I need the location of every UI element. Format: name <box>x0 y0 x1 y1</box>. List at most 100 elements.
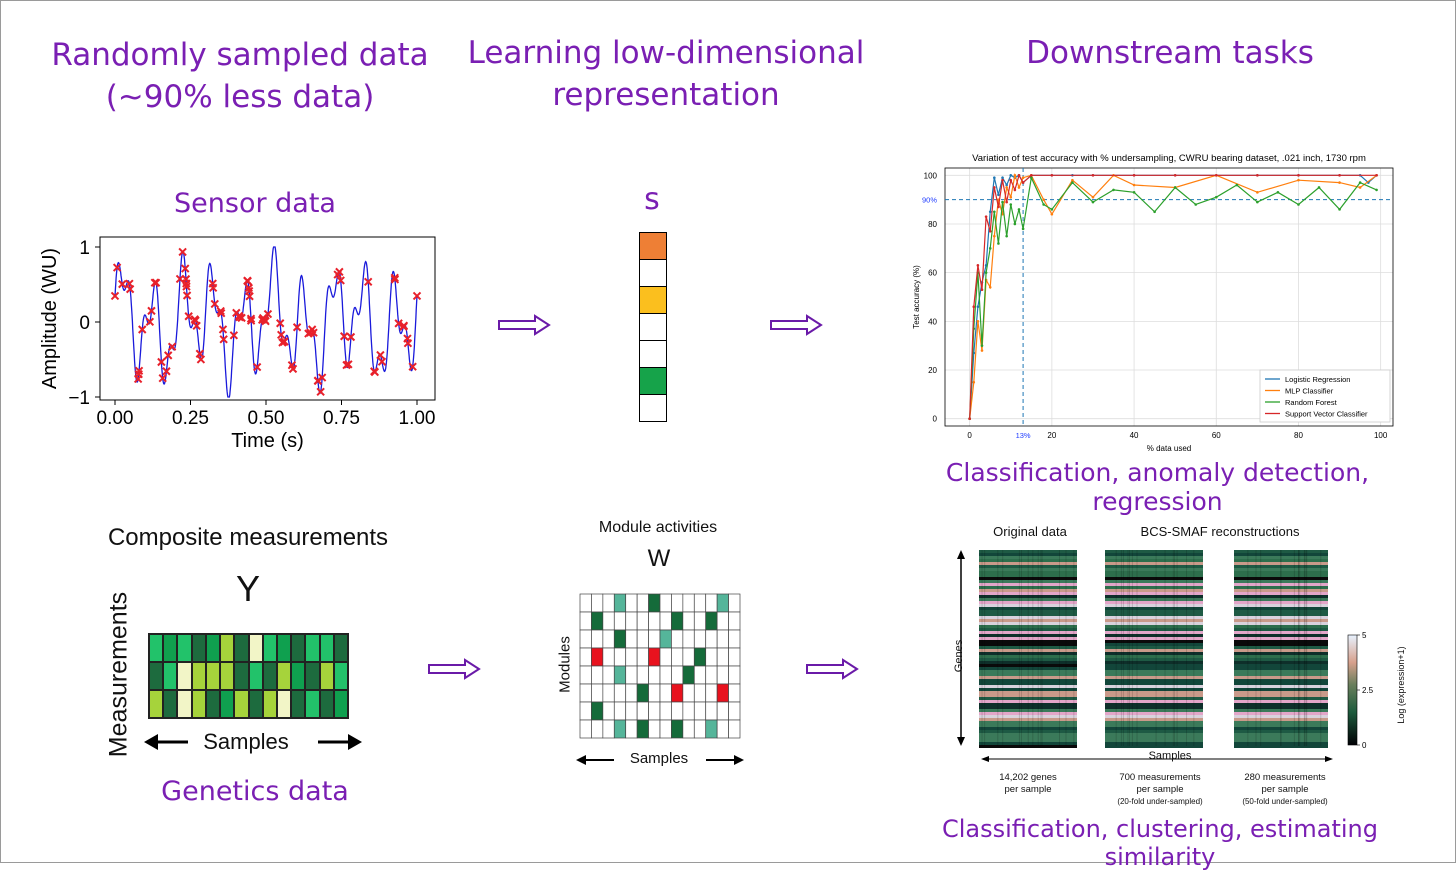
series-point <box>1132 174 1136 177</box>
y-matrix <box>148 633 349 719</box>
note-original: 14,202 genes per sample <box>999 772 1057 795</box>
heatmap-band <box>1234 733 1328 736</box>
series-point <box>984 215 988 218</box>
heatmap-band <box>979 667 1077 670</box>
y-matrix-cell <box>205 690 221 718</box>
w-matrix-cell <box>613 629 627 649</box>
plot-frame <box>99 236 436 401</box>
colorbar-tick-label: 2.5 <box>1362 686 1374 695</box>
x-tick-label: 1.00 <box>399 408 436 429</box>
sample-marker <box>164 351 173 360</box>
heatmap-band <box>1234 679 1328 682</box>
y-axis-label: Amplitude (WU) <box>39 248 61 389</box>
heatmap-band <box>1234 562 1328 565</box>
y-matrix-cell <box>333 690 348 718</box>
heatmap-streak <box>1298 550 1300 746</box>
heatmap-band <box>1105 634 1203 637</box>
heatmap-band <box>1105 652 1203 655</box>
series-point <box>988 229 992 233</box>
hollow-arrow-icon <box>770 314 823 336</box>
genes-axis-label: Genes <box>953 639 965 673</box>
sample-marker <box>218 325 228 334</box>
heatmap-band <box>1105 679 1203 682</box>
heatmap-band <box>979 721 1077 724</box>
heatmap-band <box>1105 616 1203 619</box>
heatmap-band <box>1105 661 1203 664</box>
heatmap-band <box>1234 607 1328 610</box>
heatmap-band <box>1105 649 1203 652</box>
heatmap-streak <box>1303 550 1305 746</box>
heatmap-band <box>1105 637 1203 640</box>
heatmap-band <box>1234 592 1328 595</box>
heatmap-band <box>1234 667 1328 670</box>
samples-double-arrow <box>144 734 362 750</box>
heatmap-band <box>979 673 1077 676</box>
w-matrix-cell <box>579 719 592 739</box>
w-matrix-cell <box>591 665 604 685</box>
heatmap-band <box>1234 628 1328 631</box>
sample-marker <box>150 278 160 287</box>
heatmap-band <box>1105 595 1203 598</box>
heatmap-band <box>979 553 1077 556</box>
heatmap-band <box>1105 694 1203 697</box>
sample-marker <box>210 299 219 309</box>
heatmap-band <box>979 625 1077 628</box>
y-matrix-cell <box>234 634 249 662</box>
heatmap-streak <box>1041 550 1043 746</box>
heatmap-band <box>979 676 1077 679</box>
series-point <box>1050 208 1054 211</box>
series-point <box>1338 174 1341 177</box>
heatmap-band <box>1234 574 1328 577</box>
w-matrix-cell <box>636 629 649 649</box>
heatmap-streak <box>1037 550 1039 746</box>
heatmap-streak <box>1073 550 1075 746</box>
heatmap-band <box>979 742 1077 745</box>
w-matrix-cell <box>602 719 615 739</box>
y-matrix-cell <box>305 662 320 690</box>
series-point <box>976 320 980 323</box>
heatmap-band <box>979 565 1077 568</box>
w-matrix-cell <box>728 629 741 649</box>
w-matrix-cell <box>659 629 672 649</box>
heatmap-band <box>1105 721 1203 724</box>
sample-marker <box>278 338 287 347</box>
w-matrix-cell <box>659 719 672 739</box>
series-point <box>1091 195 1095 199</box>
w-matrix-cell <box>671 683 684 703</box>
y-matrix-cell <box>276 690 292 718</box>
y-matrix-cell <box>262 634 277 662</box>
sample-marker <box>403 334 412 343</box>
sample-marker <box>339 332 349 341</box>
w-matrix-cell <box>716 719 729 739</box>
header-random-sampling: Randomly sampled data (~90% less data) <box>51 37 429 115</box>
sample-marker <box>133 374 143 384</box>
heatmap-band <box>1105 556 1203 559</box>
sample-marker <box>181 264 190 273</box>
heatmap-band <box>1234 730 1328 733</box>
heatmap-band <box>1105 709 1203 712</box>
heatmap-band <box>979 733 1077 736</box>
heatmap-band <box>1234 550 1328 553</box>
w-matrix-cell <box>591 719 604 739</box>
heatmap-streak <box>1193 550 1195 746</box>
heatmap-band <box>979 727 1077 730</box>
x-tick-label: 20 <box>1047 431 1056 440</box>
composite-measurements-title: Composite measurements <box>107 524 389 551</box>
heatmap-band <box>1105 658 1203 661</box>
sample-marker <box>219 335 228 344</box>
sample-marker <box>399 321 409 330</box>
heatmap-band <box>1105 745 1203 748</box>
heatmap-band <box>979 658 1077 661</box>
heatmap-band <box>1105 682 1203 685</box>
heatmap-band <box>979 592 1077 595</box>
heatmap-band <box>1234 646 1328 649</box>
heatmap-band <box>1105 700 1203 703</box>
threshold-label: 90% <box>922 196 937 205</box>
x-axis-label: % data used <box>1147 444 1191 453</box>
heatmap-band <box>979 580 1077 583</box>
series-point <box>993 186 996 189</box>
heatmap-band <box>1105 550 1203 553</box>
sample-marker <box>184 312 193 321</box>
w-matrix-cell <box>671 701 684 721</box>
heatmap-band <box>1105 574 1203 577</box>
